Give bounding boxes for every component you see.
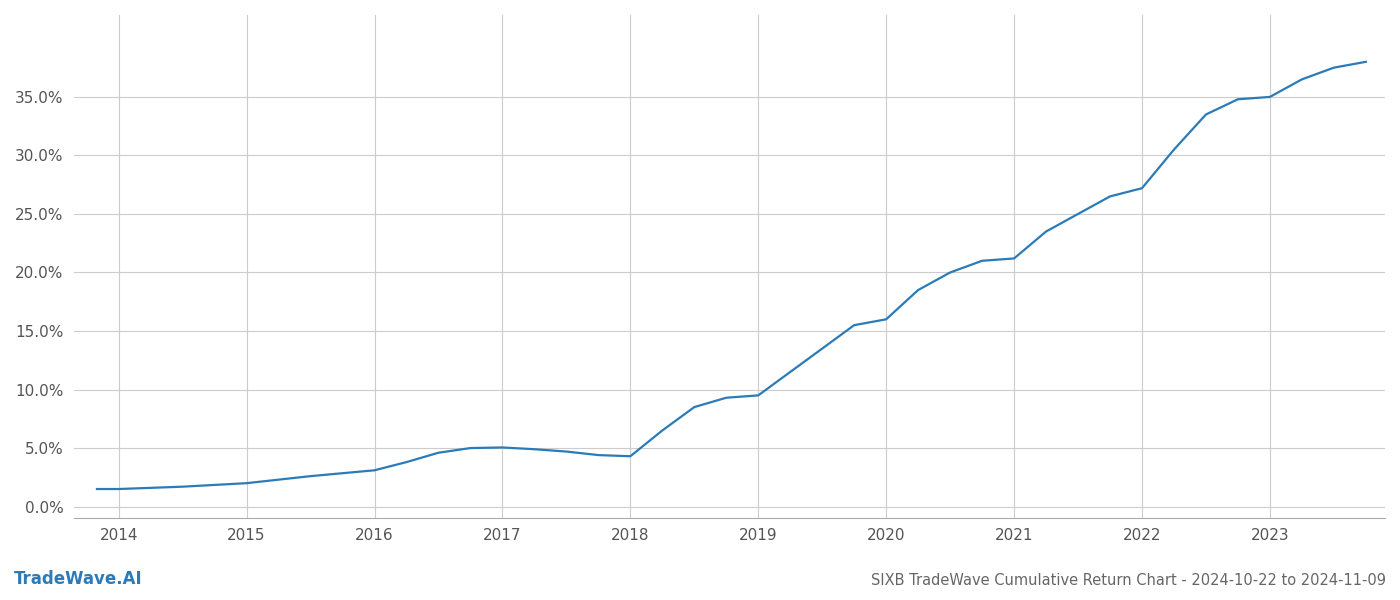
Text: TradeWave.AI: TradeWave.AI — [14, 570, 143, 588]
Text: SIXB TradeWave Cumulative Return Chart - 2024-10-22 to 2024-11-09: SIXB TradeWave Cumulative Return Chart -… — [871, 573, 1386, 588]
